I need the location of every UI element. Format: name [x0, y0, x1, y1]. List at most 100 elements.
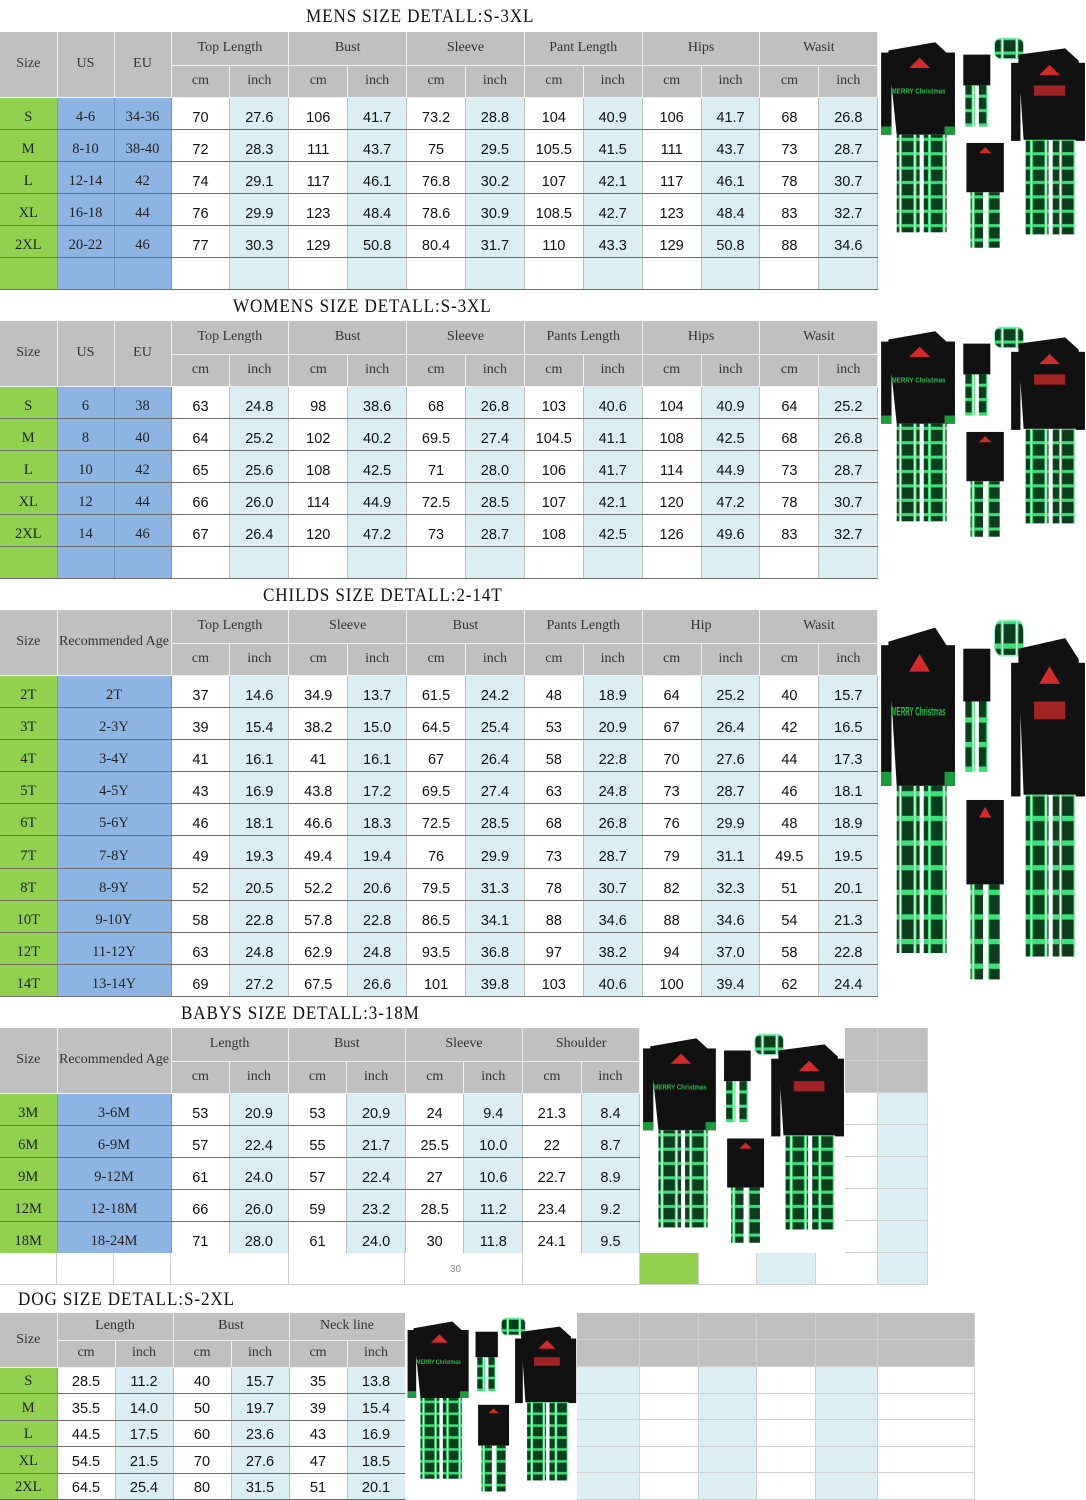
- range-cell: 2T: [57, 675, 172, 708]
- range-cell: 12-14: [57, 161, 115, 194]
- measure-group-header: Wasit: [759, 321, 879, 355]
- measurement-cell: 48: [524, 675, 584, 708]
- measurement-cell: 61.5: [406, 675, 466, 708]
- unit-header-inch: inch: [465, 643, 525, 676]
- measurement-cell: 24: [405, 1093, 465, 1126]
- adult-pajama-left: MERRY Christmas: [881, 627, 955, 954]
- measurement-cell: 27: [405, 1157, 465, 1190]
- grid-cell: [845, 1157, 878, 1189]
- measure-group-header: Shoulder: [522, 1028, 641, 1062]
- babys-unit-row: cm inch cm inch cm inch cm inch: [0, 1061, 641, 1094]
- measurement-cell: 46: [759, 771, 820, 805]
- measurement-cell: 9.5: [581, 1221, 641, 1254]
- measurement-cell: 31.3: [465, 868, 525, 901]
- unit-header-inch: inch: [463, 1061, 524, 1094]
- measure-group-header: Neck line: [289, 1313, 406, 1341]
- grid-cell: [845, 1221, 878, 1253]
- empty-cell: [406, 546, 466, 579]
- measurement-cell: 37: [171, 675, 231, 708]
- measurement-cell: 47: [289, 1446, 348, 1474]
- size-cell: 2XL: [0, 514, 58, 547]
- range-cell: 4-6: [57, 97, 115, 130]
- measurement-cell: 30.7: [583, 868, 643, 901]
- measurement-cell: 108: [524, 514, 584, 547]
- measurement-cell: 24.8: [347, 932, 408, 966]
- measurement-cell: 40.2: [347, 418, 408, 451]
- empty-cell: [406, 257, 466, 290]
- womens-section-title: WOMENS SIZE DETALL:S-3XL: [233, 295, 492, 317]
- grid-cell: [845, 1125, 878, 1157]
- measurement-cell: 30: [405, 1221, 465, 1254]
- measurement-cell: 62: [759, 964, 820, 998]
- measurement-cell: 57: [288, 1157, 348, 1190]
- measurement-cell: 27.6: [701, 739, 761, 773]
- unit-header-cm: cm: [642, 354, 702, 387]
- measurement-cell: 28.7: [465, 514, 525, 547]
- child-pajama: [966, 799, 1004, 980]
- measurement-cell: 63: [171, 386, 231, 419]
- column-header-size: Size: [0, 32, 58, 98]
- measurement-cell: 63: [524, 771, 584, 805]
- measurement-cell: 88: [642, 900, 702, 934]
- grid-cell: [577, 1473, 640, 1500]
- empty-cell: [288, 257, 349, 290]
- grid-cell: [171, 1253, 289, 1285]
- table-row: 7T 7-8Y 49 19.3 49.4 19.4 76 29.9 73 28.7 79 31.1 49…: [0, 835, 879, 869]
- table-row: S 6 38 63 24.8 98 38.6 68 26.8 103 40.6 104 40.9 64 25…: [0, 386, 879, 419]
- table-row: 9M 9-12M 61 24.0 57 22.4 27 10.6 22.7 8.9: [0, 1157, 641, 1190]
- childs-section-title: CHILDS SIZE DETALL:2-14T: [263, 584, 503, 606]
- measurement-cell: 26.4: [465, 739, 525, 773]
- measurement-cell: 49.6: [701, 514, 761, 547]
- measurement-cell: 44.9: [347, 482, 408, 515]
- measurement-cell: 24.2: [465, 675, 525, 708]
- grid-cell: [699, 1367, 757, 1394]
- grid-cell: [757, 1313, 816, 1340]
- measurement-cell: 41.7: [347, 97, 408, 130]
- range-cell: 3-6M: [57, 1093, 172, 1126]
- measurement-cell: 68: [759, 418, 820, 451]
- measurement-cell: 29.9: [229, 193, 290, 226]
- empty-cell: [759, 546, 820, 579]
- measurement-cell: 17.3: [818, 739, 879, 773]
- measurement-cell: 76: [406, 835, 466, 869]
- childs-size-table: Size Recommended Age Top Length Sleeve Bust P…: [0, 610, 879, 998]
- table-row: 14T 13-14Y 69 27.2 67.5 26.6 101 39.8 103 40.6 100…: [0, 964, 879, 998]
- grid-cell: [878, 1340, 975, 1367]
- measurement-cell: 78: [759, 482, 820, 515]
- measurement-cell: 31.5: [231, 1473, 290, 1500]
- unit-header-inch: inch: [818, 354, 879, 387]
- measurement-cell: 43.3: [583, 225, 643, 258]
- measure-group-header: Length: [57, 1313, 174, 1341]
- measurement-cell: 70: [171, 97, 231, 130]
- empty-cell: [229, 546, 290, 579]
- unit-header-inch: inch: [347, 65, 408, 98]
- measurement-cell: 77: [171, 225, 231, 258]
- measure-group-header: Pant Length: [524, 32, 643, 66]
- measurement-cell: 103: [524, 964, 584, 998]
- measurement-cell: 111: [642, 129, 702, 162]
- measurement-cell: 105.5: [524, 129, 584, 162]
- size-cell: L: [0, 161, 58, 194]
- measurement-cell: 43.8: [288, 771, 349, 805]
- measurement-cell: 69: [171, 964, 231, 998]
- grid-cell: [699, 1393, 757, 1421]
- grid-cell: [878, 1473, 975, 1500]
- measurement-cell: 43.7: [347, 129, 408, 162]
- measurement-cell: 18.3: [347, 803, 408, 837]
- column-header-recommended-age: Recommended Age: [57, 1028, 172, 1094]
- table-row: 18M 18-24M 71 28.0 61 24.0 30 11.8 24.1 9.5: [0, 1221, 641, 1254]
- measure-group-header: Bust: [288, 321, 408, 355]
- measurement-cell: 94: [642, 932, 702, 966]
- measurement-cell: 47.2: [347, 514, 408, 547]
- measurement-cell: 22: [522, 1125, 582, 1158]
- measurement-cell: 78: [759, 161, 820, 194]
- column-header-recommended-age: Recommended Age: [57, 610, 172, 676]
- table-row: 2XL 64.5 25.4 80 31.5 51 20.1: [0, 1473, 406, 1500]
- unit-header-cm: cm: [759, 65, 820, 98]
- empty-cell: [57, 546, 115, 579]
- measurement-cell: 15.0: [347, 707, 408, 740]
- unit-header-inch: inch: [229, 65, 290, 98]
- empty-cell: [701, 257, 761, 290]
- measurement-cell: 8.4: [581, 1093, 641, 1126]
- unit-header-cm: cm: [171, 354, 231, 387]
